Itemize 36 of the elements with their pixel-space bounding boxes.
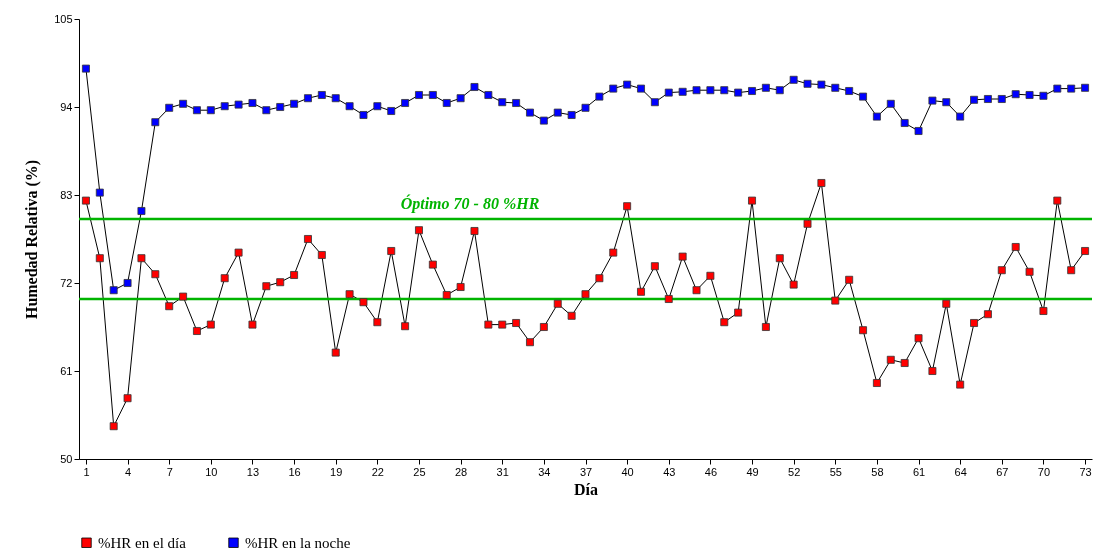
y-tick-label: 105: [54, 12, 73, 25]
x-tick-label: 19: [330, 465, 343, 478]
y-tick-label: 72: [60, 276, 73, 289]
x-tick-label: 58: [871, 465, 884, 478]
y-axis-title: Humedad Relativa (%): [23, 159, 42, 320]
x-tick-label: 10: [205, 465, 218, 478]
x-tick-label: 43: [663, 465, 676, 478]
x-axis-title: Día: [574, 480, 598, 498]
x-tick-label: 16: [288, 465, 301, 478]
y-tick-label: 83: [60, 188, 73, 201]
x-tick-label: 13: [246, 465, 260, 478]
x-tick-label: 49: [746, 465, 759, 478]
x-tick-label: 61: [912, 465, 926, 478]
x-tick-label: 70: [1037, 465, 1051, 478]
x-tick-label: 25: [413, 465, 426, 478]
x-tick-label: 37: [579, 465, 593, 478]
x-tick-label: 1: [83, 465, 90, 478]
y-tick-label: 61: [60, 364, 73, 377]
x-tick-label: 28: [454, 465, 468, 478]
y-tick-label: 94: [60, 100, 73, 113]
x-tick-label: 67: [996, 465, 1009, 478]
legend-label: %HR en la noche: [245, 534, 351, 551]
x-tick-label: 64: [954, 465, 967, 478]
x-tick-label: 4: [125, 465, 132, 478]
x-tick-label: 7: [166, 465, 173, 478]
x-tick-label: 55: [829, 465, 842, 478]
y-tick-label: 50: [60, 452, 73, 465]
x-tick-label: 40: [621, 465, 634, 478]
x-tick-label: 31: [496, 465, 509, 478]
x-tick-label: 46: [704, 465, 718, 478]
legend-label: %HR en el día: [98, 534, 187, 551]
x-tick-label: 34: [538, 465, 551, 478]
x-tick-label: 73: [1079, 465, 1092, 478]
x-tick-label: 52: [788, 465, 801, 478]
x-tick-label: 22: [371, 465, 384, 478]
ref-line-label: Óptimo 70 - 80 %HR: [400, 194, 540, 213]
